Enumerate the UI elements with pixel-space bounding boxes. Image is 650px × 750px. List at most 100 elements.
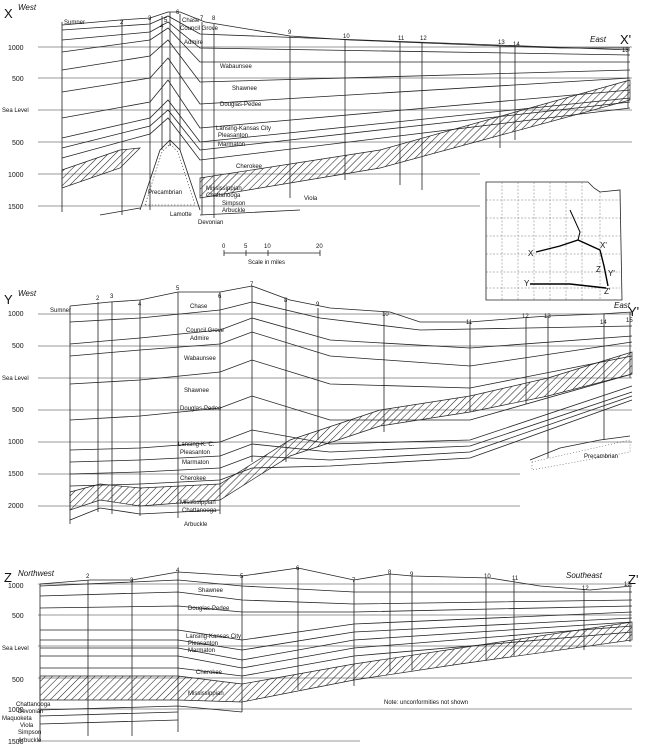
y-well-4: 4 <box>138 302 142 308</box>
y-unit-lansing-kc: Lansing-K. C. <box>178 442 215 448</box>
x-well-6: 6 <box>176 10 180 16</box>
map-label-y-prime: Y' <box>608 269 615 278</box>
z-unit-marmaton: Marmaton <box>188 648 215 654</box>
x-well-15: 15 <box>622 48 629 54</box>
z-elev-sea-level: Sea Level <box>2 646 29 652</box>
x-unit-lansing-kc: Lansing-Kansas City <box>216 126 271 132</box>
map-label-x: X <box>528 249 534 258</box>
section-x-label-left: X <box>4 6 13 21</box>
z-unit-cherokee: Cherokee <box>196 670 223 676</box>
scale-title: Scale in miles <box>248 260 285 266</box>
index-map: X X' Y Y' Z Z' <box>485 181 623 301</box>
y-well-10: 10 <box>382 312 389 318</box>
z-well-2: 2 <box>86 574 90 580</box>
y-unit-council-grove: Council Grove <box>186 328 225 334</box>
map-label-x-prime: X' <box>600 241 607 250</box>
y-unit-wabaunsee: Wabaunsee <box>184 356 216 362</box>
y-unit-chase: Chase <box>190 304 208 310</box>
z-unit-mississippian: Mississippian <box>188 691 224 697</box>
y-well-2: 2 <box>96 296 100 302</box>
z-unit-lansing-kc: Lansing-Kansas City <box>186 634 241 640</box>
x-unit-sumner: Sumner <box>64 20 85 26</box>
section-x-dir-left: West <box>18 3 37 12</box>
x-unit-precambrian: Precambrian <box>148 190 182 196</box>
z-well-5: 5 <box>240 574 244 580</box>
y-well-15: 15 <box>626 318 633 324</box>
x-elev-1500-down: 1500 <box>8 204 24 211</box>
y-unit-chattanooga: Chattanooga <box>182 508 217 514</box>
z-well-13: 13 <box>624 582 631 588</box>
y-unit-pleasanton: Pleasanton <box>180 450 210 456</box>
section-z-label-left: Z <box>4 570 12 585</box>
section-y-dir-right: East <box>614 301 631 310</box>
z-note: Note: unconformities not shown <box>384 700 468 706</box>
y-well-14: 14 <box>600 320 607 326</box>
x-well-2: 2 <box>120 20 124 26</box>
map-label-z-prime: Z' <box>604 287 611 296</box>
section-y: Y West Y' East 1000 500 Sea Level 500 10… <box>2 282 639 528</box>
x-unit-marmaton: Marmaton <box>218 142 245 148</box>
x-elev-500-up: 500 <box>12 76 24 83</box>
z-elev-1500-down: 1500 <box>8 739 24 746</box>
z-unit-viola: Viola <box>20 723 34 729</box>
x-unit-cherokee: Cherokee <box>236 164 263 170</box>
x-unit-chase: Chase <box>182 18 200 24</box>
y-unit-shawnee: Shawnee <box>184 388 210 394</box>
z-unit-arbuckle: Arbuckle <box>18 738 42 744</box>
z-well-4: 4 <box>176 568 180 574</box>
y-elev-1000-down: 1000 <box>8 439 24 446</box>
y-elev-2000-down: 2000 <box>8 503 24 510</box>
z-unit-chattanooga: Chattanooga <box>16 702 51 708</box>
x-unit-pleasanton: Pleasanton <box>218 133 248 139</box>
x-well-4: 4 <box>160 24 164 30</box>
z-elev-500-up: 500 <box>12 613 24 620</box>
x-unit-douglas-pedee: Douglas-Pedee <box>220 102 262 108</box>
y-elev-sea-level: Sea Level <box>2 376 29 382</box>
x-well-14: 14 <box>513 42 520 48</box>
x-well-12: 12 <box>420 36 427 42</box>
y-unit-mississippian: Mississippian <box>180 500 216 506</box>
x-unit-council-grove: Council Grove <box>180 26 219 32</box>
y-well-12: 12 <box>522 314 529 320</box>
x-well-11: 11 <box>398 36 405 42</box>
y-elev-1000-up: 1000 <box>8 311 24 318</box>
z-well-11: 11 <box>512 576 519 582</box>
z-elev-1000-down: 1000 <box>8 707 24 714</box>
z-elev-1000-up: 1000 <box>8 583 24 590</box>
x-well-10: 10 <box>343 34 350 40</box>
x-unit-shawnee: Shawnee <box>232 86 258 92</box>
x-elev-1000-up: 1000 <box>8 45 24 52</box>
y-well-8: 8 <box>284 298 288 304</box>
section-z-label-right: Z' <box>628 572 638 587</box>
z-well-6: 6 <box>296 566 300 572</box>
z-well-8: 8 <box>388 570 392 576</box>
y-unit-douglas-pedee: Douglas-Pedee <box>180 406 222 412</box>
section-x-label-right: X' <box>620 32 631 47</box>
section-z-dir-right: Southeast <box>566 571 603 580</box>
section-z: Z Northwest Z' Southeast 1000 500 Sea Le… <box>2 566 638 746</box>
scale-tick-10: 10 <box>264 244 271 250</box>
z-unit-shawnee: Shawnee <box>198 588 224 594</box>
x-well-3: 3 <box>148 16 152 22</box>
scale-tick-20: 20 <box>316 244 323 250</box>
y-unit-precambrian: Precambrian <box>584 454 618 460</box>
z-elev-500-down: 500 <box>12 677 24 684</box>
x-unit-mississippian: Mississippian <box>206 186 242 192</box>
x-well-9: 9 <box>288 30 292 36</box>
section-y-label-left: Y <box>4 292 13 307</box>
z-unit-maquoketa: Maquoketa <box>2 716 32 722</box>
x-well-13: 13 <box>498 40 505 46</box>
x-unit-chattanooga: Chattanooga <box>206 193 241 199</box>
z-well-12: 12 <box>582 586 589 592</box>
x-unit-lamotte: Lamotte <box>170 212 192 218</box>
y-elev-500-up: 500 <box>12 343 24 350</box>
x-unit-wabaunsee: Wabaunsee <box>220 64 252 70</box>
z-unit-simpson: Simpson <box>18 730 41 736</box>
y-unit-admire: Admire <box>190 336 210 342</box>
section-y-dir-left: West <box>18 289 37 298</box>
z-unit-pleasanton: Pleasanton <box>188 641 218 647</box>
y-elev-500-down: 500 <box>12 407 24 414</box>
z-unit-devonian: Devonian <box>18 709 43 715</box>
y-well-6: 6 <box>218 294 222 300</box>
